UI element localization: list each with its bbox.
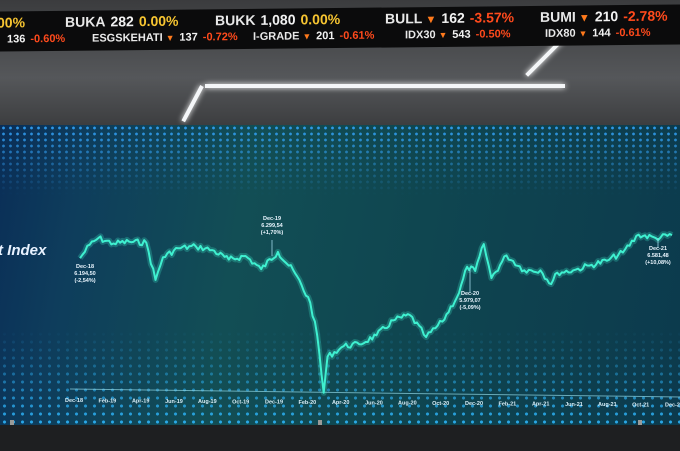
annotation-change: (-2,54%) [74, 278, 95, 284]
annotation-label: Dec-18 [76, 264, 94, 270]
annotation-label: Dec-21 [649, 246, 667, 252]
line-glow [77, 231, 674, 396]
annotation-value: 6.581,48 [647, 253, 668, 259]
index-line [79, 233, 673, 394]
x-tick-label: Aug-21 [598, 402, 617, 408]
chart-screen: t Index [0, 125, 680, 427]
x-tick-label: Oct-21 [632, 402, 649, 408]
x-tick-label: Aug-19 [198, 399, 217, 405]
x-tick-label: Jun-20 [365, 400, 383, 406]
x-tick-label: Jun-21 [565, 402, 583, 408]
ceiling-light [205, 84, 565, 88]
annotation-label: Dec-20 [461, 291, 479, 297]
annotation-label: Dec-19 [263, 216, 281, 222]
annotation-change: (+10,08%) [645, 260, 671, 266]
x-tick-label: Jun-19 [165, 399, 183, 405]
x-tick-label: Oct-20 [432, 401, 449, 407]
dot-pattern [0, 125, 680, 195]
x-tick-label: Aug-20 [398, 401, 417, 407]
x-tick-label: Apr-19 [132, 399, 149, 405]
x-tick-label: Dec-20 [465, 401, 483, 407]
x-axis-line [69, 388, 680, 398]
annotation-value: 5.979,07 [459, 298, 480, 304]
x-tick-label: Apr-20 [332, 400, 349, 406]
annotation-change: (+1,70%) [261, 230, 284, 236]
annotation-change: (-5,09%) [459, 305, 480, 311]
floor [0, 425, 680, 451]
dot-pattern [0, 330, 680, 427]
x-tick-label: Apr-21 [532, 402, 549, 408]
x-tick-label: Feb-21 [498, 401, 516, 407]
annotation-value: 6.299,54 [261, 223, 283, 229]
x-tick-label: Feb-20 [298, 400, 316, 406]
x-tick-label: Feb-19 [98, 398, 116, 404]
annotation-value: 6.194,50 [74, 271, 95, 277]
chart-title: t Index [0, 242, 47, 259]
x-tick-label: Dec-18 [65, 398, 83, 404]
x-tick-label: Oct-19 [232, 399, 249, 405]
x-tick-label: Dec-21 [665, 403, 680, 409]
x-tick-label: Dec-19 [265, 400, 283, 406]
